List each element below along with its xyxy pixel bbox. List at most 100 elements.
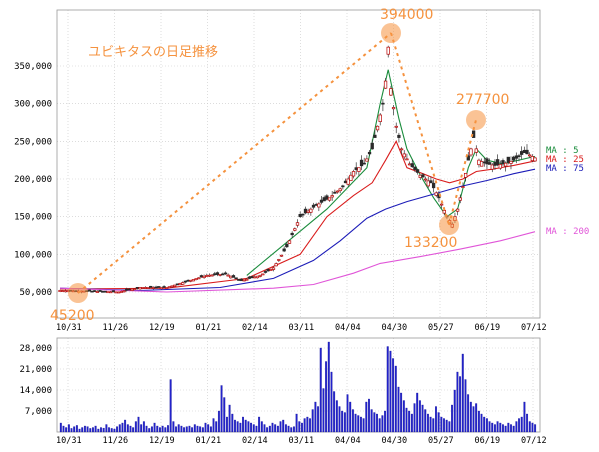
volume-bar xyxy=(485,418,488,433)
candle-body xyxy=(463,173,468,178)
volume-bar xyxy=(499,422,502,433)
candle-body xyxy=(346,178,350,185)
volume-bar xyxy=(376,413,378,433)
candle-body xyxy=(146,287,150,289)
volume-bar xyxy=(335,400,338,433)
volume-bar xyxy=(183,427,186,433)
ma25-line xyxy=(59,140,536,290)
annotation-marker xyxy=(381,23,401,43)
volume-bar xyxy=(271,422,274,433)
volume-bar xyxy=(276,425,279,433)
candle-body xyxy=(215,272,220,275)
candle-body xyxy=(455,208,460,212)
candle-body xyxy=(181,282,185,285)
volume-bar xyxy=(410,413,413,433)
axis-layer: 10/31 10/31 11/26 11/26 12/19 12/19 01/21 01/21… xyxy=(14,9,547,446)
candle-body xyxy=(135,287,140,289)
volume-bar xyxy=(191,427,194,433)
candle-body xyxy=(319,199,324,203)
volume-x-tick-label: 01/21 xyxy=(196,436,222,446)
volume-bar xyxy=(295,413,298,433)
volume-bar xyxy=(392,358,395,433)
candle-body xyxy=(309,208,313,213)
candle-body xyxy=(167,286,172,289)
annotation-marker xyxy=(68,283,88,303)
volume-bar xyxy=(62,425,65,433)
volume-bar xyxy=(426,413,429,433)
volume-bar xyxy=(301,422,303,433)
volume-bar xyxy=(225,416,228,433)
candle-body xyxy=(229,275,233,279)
volume-y-tick-label: 7,000 xyxy=(25,407,52,417)
price-x-tick-label: 05/27 xyxy=(428,323,454,333)
volume-bar xyxy=(475,403,478,433)
volume-bar xyxy=(373,412,376,433)
volume-bar xyxy=(357,415,360,433)
candle-body xyxy=(87,289,92,292)
candle-body xyxy=(186,279,190,282)
volume-bar xyxy=(341,410,344,433)
volume-bar xyxy=(204,422,207,433)
volume-bar xyxy=(418,400,421,433)
candle-body xyxy=(130,288,134,291)
volume-bar xyxy=(258,416,261,433)
candle-body xyxy=(98,290,102,292)
candle-body xyxy=(407,163,412,166)
candle-body xyxy=(386,46,390,55)
volume-bar xyxy=(201,427,204,433)
volume-bar xyxy=(346,394,349,433)
candle-body xyxy=(351,171,356,177)
ma75-line xyxy=(59,168,536,292)
volume-bar xyxy=(451,404,453,433)
price-panel-frame xyxy=(56,9,541,319)
volume-bar xyxy=(493,424,496,433)
volume-bar xyxy=(440,416,443,433)
candle-body xyxy=(127,288,132,291)
candle-body xyxy=(466,155,470,161)
volume-bar xyxy=(413,403,416,433)
volume-bar xyxy=(435,406,437,433)
volume-bar xyxy=(153,422,156,433)
candle-body xyxy=(231,275,236,278)
price-x-tick-label: 01/21 xyxy=(196,323,222,333)
volume-layer xyxy=(59,341,537,433)
volume-bar xyxy=(520,416,523,433)
volume-bar xyxy=(113,428,116,433)
volume-bar xyxy=(239,422,242,433)
volume-bar xyxy=(459,376,462,433)
candle-body xyxy=(301,213,305,216)
volume-bar xyxy=(260,421,263,433)
candle-body xyxy=(133,288,137,290)
volume-bar xyxy=(134,421,137,433)
candle-body xyxy=(512,156,516,161)
volume-bar xyxy=(223,397,226,433)
volume-bar xyxy=(378,418,381,433)
volume-bar xyxy=(252,424,255,433)
price-x-tick-label: 04/04 xyxy=(335,323,361,333)
volume-bar xyxy=(317,406,320,433)
volume-bar xyxy=(279,421,282,433)
candle-body xyxy=(509,160,513,164)
candle-body xyxy=(373,134,377,138)
candle-body xyxy=(138,287,142,290)
price-x-tick-label: 04/30 xyxy=(382,323,408,333)
volume-bar xyxy=(386,346,389,433)
candle-body xyxy=(63,290,67,293)
candle-body xyxy=(525,149,529,155)
candle-body xyxy=(495,159,500,166)
candle-body xyxy=(165,287,169,289)
candle-body xyxy=(349,174,353,181)
volume-bar xyxy=(175,426,177,433)
volume-bar xyxy=(408,410,411,433)
candle-body xyxy=(114,291,118,294)
candle-body xyxy=(109,291,113,294)
candle-body xyxy=(253,276,257,279)
volume-bar xyxy=(515,421,518,433)
candle-body xyxy=(397,134,401,138)
candle-body xyxy=(221,273,225,276)
annotation-marker xyxy=(439,215,459,235)
volume-bar xyxy=(236,421,239,433)
candle-body xyxy=(266,268,270,272)
candle-body xyxy=(485,158,489,165)
